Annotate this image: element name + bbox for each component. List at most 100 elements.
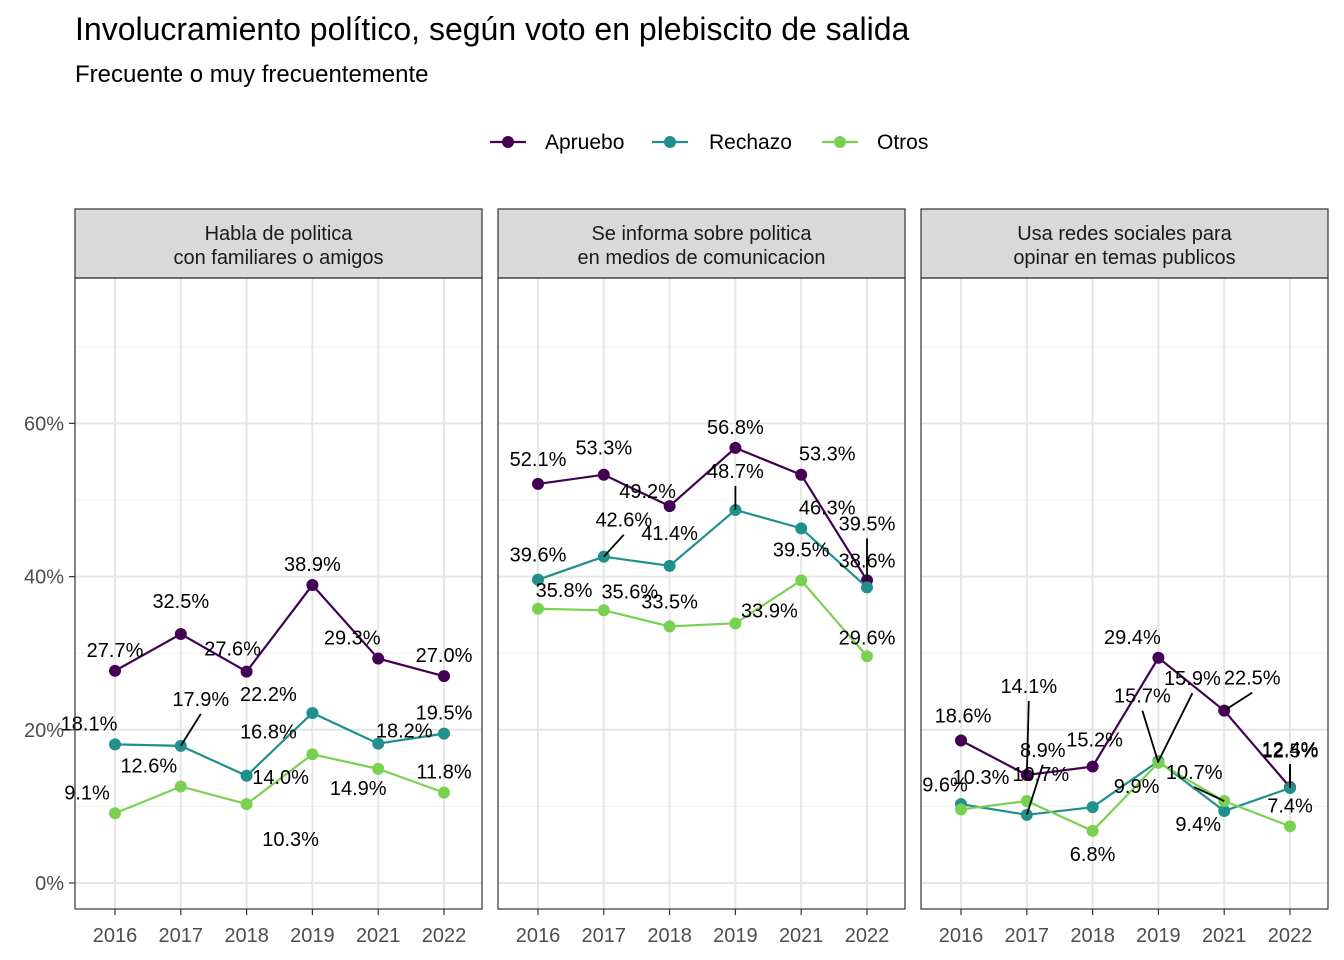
data-point bbox=[1086, 760, 1099, 773]
data-label: 18.1% bbox=[61, 713, 118, 735]
x-tick-label: 2018 bbox=[1070, 925, 1115, 947]
data-point bbox=[1152, 651, 1165, 664]
data-label: 12.6% bbox=[120, 755, 177, 777]
data-label: 35.6% bbox=[601, 581, 658, 603]
data-label: 33.5% bbox=[641, 591, 698, 613]
series-line-rechazo bbox=[960, 759, 1291, 816]
data-point bbox=[372, 762, 385, 775]
data-label: 10.7% bbox=[1012, 764, 1069, 786]
data-label: 46.3% bbox=[799, 497, 856, 519]
x-tick-label: 2016 bbox=[939, 925, 984, 947]
panel-border bbox=[497, 277, 906, 910]
series-line-otros bbox=[114, 753, 445, 815]
series-line-apruebo bbox=[537, 446, 868, 582]
data-label: 48.7% bbox=[707, 461, 764, 483]
data-point bbox=[438, 727, 450, 740]
data-label: 10.3% bbox=[262, 829, 319, 851]
data-point bbox=[532, 573, 544, 586]
data-label: 8.9% bbox=[1020, 740, 1066, 762]
series-line-otros bbox=[960, 761, 1291, 833]
data-label: 17.9% bbox=[172, 689, 229, 711]
panel-background bbox=[921, 278, 1328, 909]
data-label: 9.4% bbox=[1175, 814, 1221, 836]
data-label: 32.5% bbox=[152, 591, 209, 613]
legend-key-point bbox=[834, 136, 846, 148]
data-label: 39.5% bbox=[773, 539, 830, 561]
chart-subtitle: Frecuente o muy frecuentemente bbox=[75, 61, 429, 88]
x-tick-label: 2018 bbox=[647, 925, 692, 947]
data-label: 49.2% bbox=[619, 481, 676, 503]
data-point bbox=[729, 441, 742, 454]
x-tick-label: 2016 bbox=[93, 925, 138, 947]
data-label: 33.9% bbox=[741, 600, 798, 622]
data-label: 9.1% bbox=[64, 782, 110, 804]
facet-strip-label: Habla de politica bbox=[205, 223, 354, 245]
data-point bbox=[306, 706, 319, 719]
x-tick-label: 2019 bbox=[713, 925, 758, 947]
x-tick-label: 2022 bbox=[422, 925, 467, 947]
data-point bbox=[174, 780, 187, 793]
x-tick-label: 2016 bbox=[516, 925, 561, 947]
x-tick-label: 2017 bbox=[159, 925, 204, 947]
y-axis: 0% 20% 40% 60% bbox=[24, 413, 75, 895]
data-label: 12.5% bbox=[1262, 740, 1319, 762]
facet-strip-label: con familiares o amigos bbox=[173, 247, 383, 269]
legend-label: Otros bbox=[877, 131, 928, 154]
data-point bbox=[1086, 801, 1099, 814]
data-point bbox=[1284, 820, 1296, 833]
data-point bbox=[663, 620, 676, 633]
data-label: 39.6% bbox=[510, 545, 567, 567]
data-label: 9.6% bbox=[922, 774, 968, 796]
data-label: 27.6% bbox=[204, 639, 261, 661]
data-label: 38.9% bbox=[284, 554, 341, 576]
facet-strip bbox=[920, 208, 1329, 279]
data-point bbox=[861, 650, 873, 663]
data-point bbox=[174, 628, 187, 641]
data-point bbox=[438, 670, 450, 683]
data-point bbox=[438, 786, 450, 799]
data-label: 7.4% bbox=[1267, 795, 1313, 817]
data-point bbox=[532, 602, 544, 615]
x-tick-label: 2019 bbox=[1136, 925, 1181, 947]
data-label: 52.1% bbox=[510, 449, 567, 471]
data-point bbox=[109, 664, 121, 677]
data-point bbox=[729, 617, 742, 630]
data-label: 22.2% bbox=[240, 684, 297, 706]
data-point bbox=[109, 807, 121, 820]
series-line-rechazo bbox=[537, 508, 868, 589]
data-point bbox=[372, 652, 385, 665]
data-label: 22.5% bbox=[1224, 668, 1281, 690]
data-label: 12.4% bbox=[1262, 739, 1319, 761]
data-label: 27.0% bbox=[416, 645, 473, 667]
facet-strip bbox=[74, 208, 483, 279]
data-point bbox=[306, 579, 319, 592]
x-tick-label: 2021 bbox=[1202, 925, 1247, 947]
data-point bbox=[955, 734, 967, 747]
data-point bbox=[306, 748, 319, 761]
series-line-otros bbox=[537, 578, 868, 657]
data-label: 10.7% bbox=[1166, 762, 1223, 784]
facet-strip-label: opinar en temas publicos bbox=[1013, 247, 1235, 269]
label-leader-line bbox=[1157, 692, 1194, 762]
data-label: 29.3% bbox=[324, 628, 381, 650]
data-label: 35.8% bbox=[536, 580, 593, 602]
facet-strip-label: Se informa sobre politica bbox=[591, 223, 812, 245]
panel-background bbox=[75, 278, 482, 909]
label-leader-line bbox=[1223, 691, 1253, 712]
facet-strip bbox=[497, 208, 906, 279]
data-label: 14.0% bbox=[252, 767, 309, 789]
data-label: 56.8% bbox=[707, 417, 764, 439]
data-point bbox=[532, 477, 544, 490]
legend: Apruebo Rechazo Otros bbox=[490, 131, 928, 154]
data-point bbox=[795, 522, 808, 535]
x-tick-label: 2022 bbox=[1268, 925, 1313, 947]
y-tick-label: 60% bbox=[24, 413, 64, 435]
data-point bbox=[663, 559, 676, 572]
panel-background bbox=[498, 278, 905, 909]
data-point bbox=[1086, 824, 1099, 837]
data-point bbox=[597, 468, 610, 481]
